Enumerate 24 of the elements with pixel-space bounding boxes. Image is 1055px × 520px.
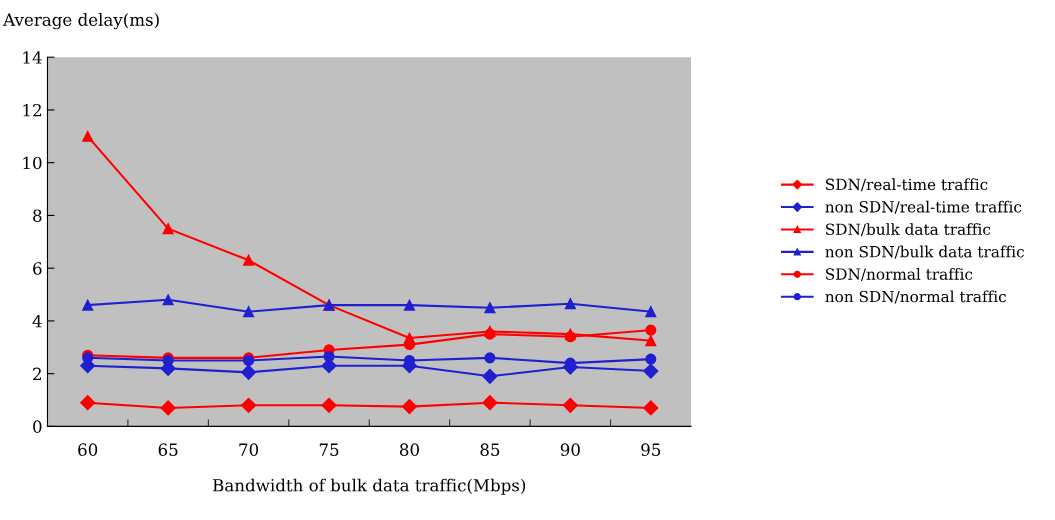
y-tick-label: 8 [33,209,42,222]
legend-label: non SDN/normal traffic [825,290,1007,304]
y-axis-title: Average delay(ms) [3,13,159,30]
x-axis-title: Bandwidth of bulk data traffic(Mbps) [213,478,526,495]
legend-label: SDN/bulk data traffic [826,223,991,237]
y-tick-label: 4 [32,314,42,328]
x-tick-label: 85 [480,443,500,456]
x-tick-label: 75 [319,443,339,456]
x-tick-label: 70 [239,443,259,456]
legend-label: SDN/normal traffic [826,268,973,282]
legend-label: SDN/real-time traffic [826,178,988,192]
y-tick-label: 12 [23,103,41,117]
x-tick-label: 60 [78,443,98,456]
y-tick-label: 0 [33,420,42,433]
x-tick-label: 90 [560,443,580,456]
y-tick-label: 10 [23,156,42,170]
x-tick-label: 65 [158,443,178,456]
y-tick-label: 6 [33,262,42,275]
y-tick-label: 14 [23,51,42,64]
legend-label: non SDN/real-time traffic [825,200,1022,214]
x-tick-label: 95 [641,443,661,456]
y-tick-label: 2 [33,367,41,380]
x-tick-label: 80 [399,443,419,456]
legend-label: non SDN/bulk data traffic [825,245,1024,259]
